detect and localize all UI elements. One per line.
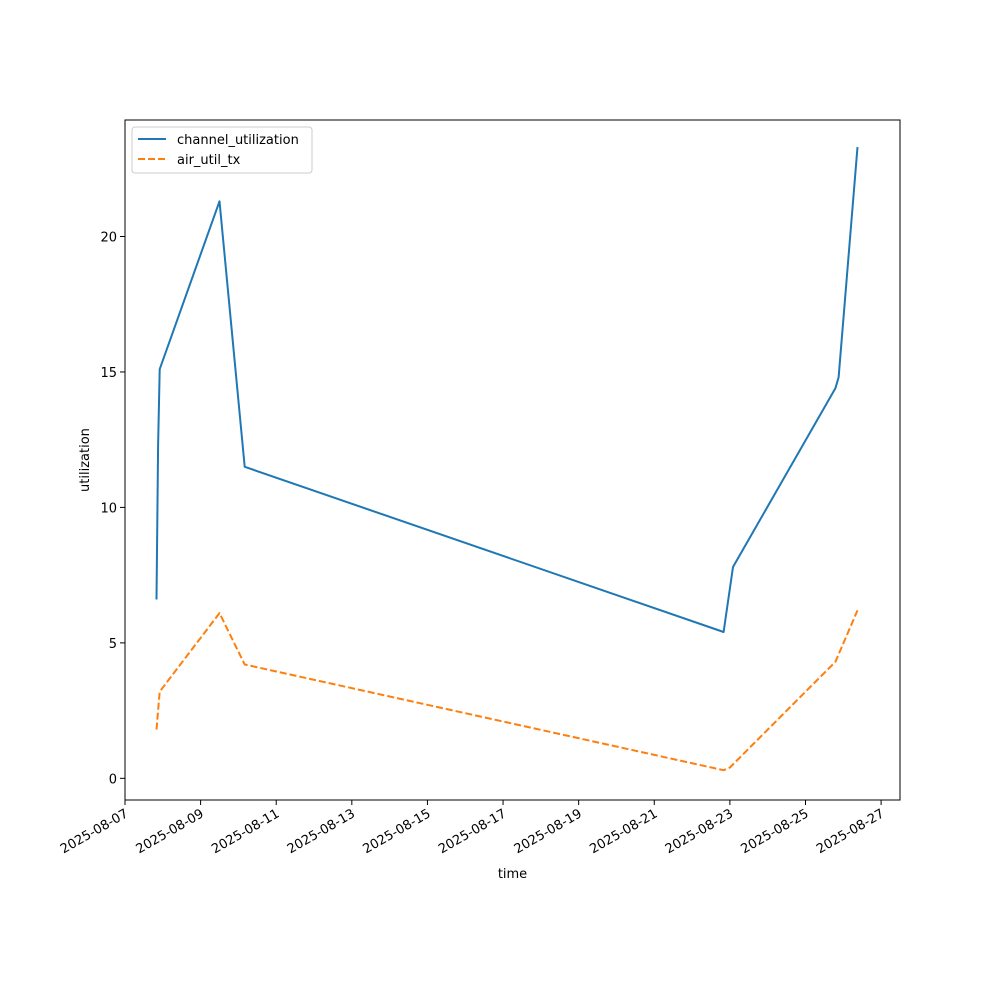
legend-entry-label: air_util_tx [177, 153, 241, 168]
plot-area-frame [124, 119, 901, 801]
series-line-air-util-tx [155, 610, 859, 772]
x-axis-label: time [498, 867, 527, 882]
y-axis-label: utilization [78, 428, 93, 492]
legend-entry-label: channel_utilization [177, 133, 299, 148]
legend-box [131, 126, 313, 174]
series-line-channel-utilization [155, 147, 859, 633]
y-axis: 0 5 10 15 20 [100, 230, 125, 787]
y-tick-label: 20 [100, 230, 117, 245]
series-layer [155, 147, 859, 772]
y-tick-label: 15 [100, 366, 117, 381]
y-tick-label: 0 [109, 772, 117, 787]
y-tick-label: 10 [100, 501, 117, 516]
legend: channel_utilization air_util_tx [131, 126, 313, 174]
y-tick-label: 5 [109, 637, 117, 652]
